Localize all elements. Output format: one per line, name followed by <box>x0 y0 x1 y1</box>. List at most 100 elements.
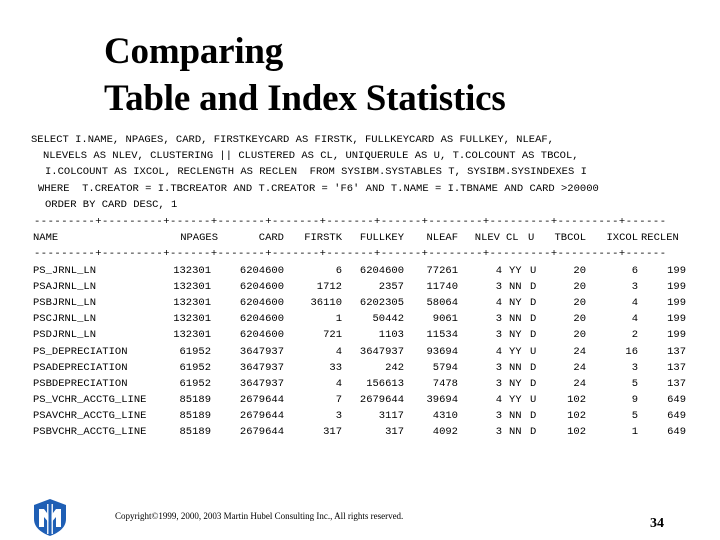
cell-fullkey: 3647937 <box>359 345 404 358</box>
cell-nleaf: 7478 <box>432 377 458 390</box>
cell-nlev: 3 <box>495 361 502 374</box>
cell-tbcol: 24 <box>573 361 586 374</box>
cell-nleaf: 93694 <box>426 345 458 358</box>
cell-cl: YY <box>509 264 522 277</box>
cell-nlev: 3 <box>495 329 502 342</box>
cell-firstk: 4 <box>335 345 342 358</box>
cell-fullkey: 6202305 <box>359 296 404 309</box>
table-row: PS_VCHR_ACCTG_LINE 85189 2679644 7 2679644 39… <box>0 392 720 408</box>
cell-nlev: 4 <box>495 264 502 277</box>
cell-npages: 61952 <box>179 377 211 390</box>
table-row: PSBDEPRECIATION 61952 3647937 4 156613 7478 3 N… <box>0 376 720 392</box>
cell-ixcol: 5 <box>631 410 638 423</box>
cell-ixcol: 2 <box>631 329 638 342</box>
cell-name: PS_VCHR_ACCTG_LINE <box>33 394 147 407</box>
cell-name: PSBVCHR_ACCTG_LINE <box>33 426 147 439</box>
page-number: 34 <box>650 516 664 531</box>
table-row: PSDJRNL_LN 132301 6204600 721 1103 11534 3 NY D 2… <box>0 327 720 343</box>
title-line-1: Comparing <box>104 31 284 72</box>
table-row: PSBVCHR_ACCTG_LINE 85189 2679644 317 317 4092… <box>0 424 720 440</box>
table-row: PS_DEPRECIATION 61952 3647937 4 3647937 93694… <box>0 344 720 360</box>
cell-card: 6204600 <box>239 329 284 342</box>
cell-ixcol: 4 <box>631 313 638 326</box>
cell-tbcol: 102 <box>567 426 586 439</box>
column-header-fullkey: FULLKEY <box>359 232 404 245</box>
cell-nleaf: 39694 <box>426 394 458 407</box>
cell-fullkey: 50442 <box>372 313 404 326</box>
cell-firstk: 721 <box>323 329 342 342</box>
cell-firstk: 36110 <box>310 296 342 309</box>
sql-line: NLEVELS AS NLEV, CLUSTERING || CLUSTERED… <box>43 150 579 163</box>
cell-reclen: 649 <box>667 426 686 439</box>
cell-u: U <box>530 264 537 277</box>
cell-fullkey: 242 <box>385 361 404 374</box>
cell-npages: 85189 <box>179 394 211 407</box>
cell-reclen: 199 <box>667 296 686 309</box>
cell-tbcol: 20 <box>573 264 586 277</box>
cell-ixcol: 9 <box>631 394 638 407</box>
cell-fullkey: 317 <box>385 426 404 439</box>
cell-tbcol: 20 <box>573 329 586 342</box>
column-header-card: CARD <box>258 232 284 245</box>
cell-u: D <box>530 410 537 423</box>
cell-tbcol: 20 <box>573 296 586 309</box>
cell-ixcol: 5 <box>631 377 638 390</box>
cell-ixcol: 6 <box>631 264 638 277</box>
cell-name: PSCJRNL_LN <box>33 313 97 326</box>
cell-u: U <box>530 345 537 358</box>
cell-nlev: 3 <box>495 410 502 423</box>
cell-firstk: 1 <box>335 313 342 326</box>
cell-nleaf: 77261 <box>426 264 458 277</box>
cell-card: 2679644 <box>239 394 284 407</box>
column-header-ixcol: IXCOL <box>606 232 638 245</box>
cell-card: 2679644 <box>239 410 284 423</box>
cell-name: PSBJRNL_LN <box>33 296 97 309</box>
rule-top: ---------+---------+------+-------+-----… <box>0 214 720 230</box>
sql-query: SELECT I.NAME, NPAGES, CARD, FIRSTKEYCAR… <box>0 132 720 213</box>
cell-nlev: 4 <box>495 394 502 407</box>
table-header-row: NAME NPAGES CARD FIRSTK FULLKEY NLEAF NLEV CL U T… <box>0 230 720 246</box>
separator-rule: ---------+---------+------+-------+-----… <box>34 216 667 228</box>
cell-card: 6204600 <box>239 264 284 277</box>
cell-ixcol: 3 <box>631 361 638 374</box>
cell-reclen: 649 <box>667 410 686 423</box>
column-header-reclen: RECLEN <box>641 232 679 245</box>
cell-npages: 85189 <box>179 410 211 423</box>
column-header-cl: CL <box>506 232 519 245</box>
cell-cl: NN <box>509 426 522 439</box>
cell-npages: 61952 <box>179 345 211 358</box>
cell-firstk: 1712 <box>316 280 342 293</box>
cell-card: 2679644 <box>239 426 284 439</box>
column-header-name: NAME <box>33 232 59 245</box>
cell-name: PSAJRNL_LN <box>33 280 97 293</box>
table-row: PS_JRNL_LN 132301 6204600 6 6204600 77261 4 YY U… <box>0 263 720 279</box>
cell-card: 6204600 <box>239 280 284 293</box>
cell-nleaf: 9061 <box>432 313 458 326</box>
table-row: PSAVCHR_ACCTG_LINE 85189 2679644 3 3117 4310 3… <box>0 408 720 424</box>
cell-npages: 132301 <box>173 264 211 277</box>
separator-rule: ---------+---------+------+-------+-----… <box>34 248 667 261</box>
cell-cl: NY <box>509 329 522 342</box>
cell-u: D <box>530 280 537 293</box>
cell-name: PSBDEPRECIATION <box>33 377 128 390</box>
cell-nleaf: 11534 <box>426 329 458 342</box>
cell-u: U <box>530 394 537 407</box>
cell-nlev: 3 <box>495 377 502 390</box>
cell-ixcol: 16 <box>625 345 638 358</box>
cell-card: 3647937 <box>239 361 284 374</box>
cell-cl: NY <box>509 296 522 309</box>
cell-npages: 132301 <box>173 280 211 293</box>
cell-firstk: 7 <box>335 394 342 407</box>
cell-cl: NN <box>509 410 522 423</box>
cell-firstk: 33 <box>329 361 342 374</box>
cell-u: D <box>530 377 537 390</box>
cell-firstk: 6 <box>335 264 342 277</box>
cell-reclen: 137 <box>667 377 686 390</box>
cell-npages: 132301 <box>173 296 211 309</box>
cell-tbcol: 24 <box>573 377 586 390</box>
column-header-npages: NPAGES <box>180 232 218 245</box>
cell-ixcol: 4 <box>631 296 638 309</box>
rule-mid: ---------+---------+------+-------+-----… <box>0 246 720 262</box>
column-header-nleaf: NLEAF <box>426 232 458 245</box>
cell-name: PSDJRNL_LN <box>33 329 97 342</box>
